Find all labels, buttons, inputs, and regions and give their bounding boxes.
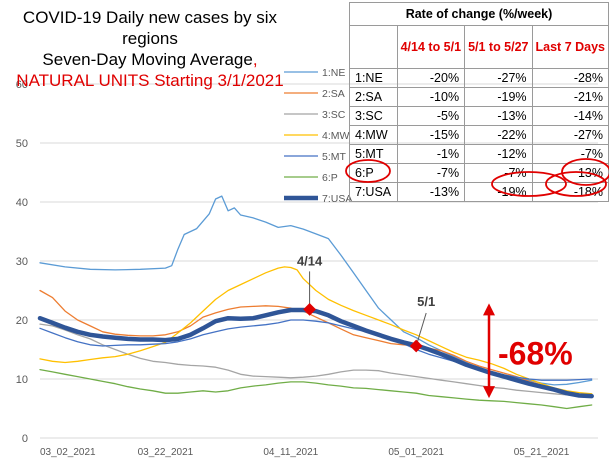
highlight-label: 5/1	[417, 294, 435, 309]
legend-entry: 6:P	[322, 172, 338, 184]
title-line-2: Seven-Day Moving Average,	[0, 49, 300, 70]
table-body: 1:NE -20% -27% -28% 2:SA -10% -19% -21% 3:SC -5% -…	[349, 68, 609, 202]
table-cell: -21%	[531, 87, 609, 107]
table-cell: -5%	[396, 106, 466, 126]
row-label: 7:USA	[349, 182, 398, 202]
table-cell: -14%	[531, 106, 609, 126]
y-tick-label: 20	[16, 315, 28, 327]
y-tick-label: 0	[22, 433, 28, 445]
legend-entry: 2:SA	[322, 88, 345, 100]
rate-of-change-table: Rate of change (%/week) 4/14 to 5/1 5/1 …	[349, 2, 609, 202]
table-row: 1:NE -20% -27% -28%	[349, 68, 609, 88]
table-cell: -12%	[464, 144, 533, 164]
range-arrow-head-up	[483, 303, 495, 316]
row-label: 2:SA	[349, 87, 398, 107]
table-cell: -28%	[531, 68, 609, 88]
table-row: 2:SA -10% -19% -21%	[349, 87, 609, 107]
title-line-2-text: Seven-Day Moving Average	[42, 50, 253, 69]
table-header-row: 4/14 to 5/1 5/1 to 5/27 Last 7 Days	[349, 25, 609, 69]
table-cell: -19%	[464, 87, 533, 107]
table-header: Last 7 Days	[531, 25, 609, 69]
table-cell: -20%	[396, 68, 466, 88]
legend-entry: 5:MT	[322, 151, 347, 163]
y-tick-label: 40	[16, 197, 28, 209]
table-row: 4:MW -15% -22% -27%	[349, 125, 609, 145]
x-tick-label: 05_01_2021	[388, 447, 444, 458]
legend-entry: 7:USA	[322, 193, 352, 205]
callout-line	[415, 312, 427, 347]
highlight-marker	[409, 339, 423, 353]
range-annotation-label: -68%	[498, 336, 573, 372]
table-cell: 13%	[531, 163, 609, 183]
title-line-2-comma: ,	[252, 50, 258, 69]
y-tick-label: 30	[16, 256, 28, 268]
table-row: 3:SC -5% -13% -14%	[349, 106, 609, 126]
series-line-p	[39, 368, 593, 410]
legend-entry: 3:SC	[322, 109, 346, 121]
table-cell: -18%	[531, 182, 609, 202]
series-line-mw	[39, 266, 593, 395]
table-cell: -7%	[464, 163, 533, 183]
highlight-label: 4/14	[297, 253, 323, 268]
legend-entry: 1:NE	[322, 67, 345, 79]
table-cell: -22%	[464, 125, 533, 145]
row-label: 1:NE	[349, 68, 398, 88]
x-tick-label: 05_21_2021	[514, 447, 570, 458]
y-tick-label: 50	[16, 138, 28, 150]
table-cell: -13%	[396, 182, 466, 202]
x-tick-label: 03_22_2021	[138, 447, 194, 458]
table-cell: -7%	[531, 144, 609, 164]
table-cell: -1%	[396, 144, 466, 164]
table-cell: -10%	[396, 87, 466, 107]
table-header: 4/14 to 5/1	[396, 25, 466, 69]
table-title: Rate of change (%/week)	[349, 2, 609, 26]
table-cell: -27%	[464, 68, 533, 88]
table-cell: -15%	[396, 125, 466, 145]
table-row: 7:USA -13% -19% -18%	[349, 182, 609, 202]
x-tick-label: 03_02_2021	[40, 447, 96, 458]
table-header-blank	[349, 25, 398, 69]
row-label: 6:P	[349, 163, 398, 183]
row-label: 4:MW	[349, 125, 398, 145]
legend-entry: 4:MW	[322, 130, 350, 142]
table-title-row: Rate of change (%/week)	[349, 2, 609, 26]
table-cell: -7%	[396, 163, 466, 183]
series-line-usa	[37, 307, 594, 399]
title-line-3: NATURAL UNITS Starting 3/1/2021	[16, 71, 284, 90]
x-tick-label: 04_11_2021	[263, 447, 318, 458]
table-row: 5:MT -1% -12% -7%	[349, 144, 609, 164]
row-label: 3:SC	[349, 106, 398, 126]
table-row: 6:P -7% -7% 13%	[349, 163, 609, 183]
table-cell: -13%	[464, 106, 533, 126]
chart-title: COVID-19 Daily new cases by six regions …	[0, 7, 300, 91]
y-tick-label: 10	[16, 374, 28, 386]
row-label: 5:MT	[349, 144, 398, 164]
y-tick-label: 60	[16, 79, 28, 91]
title-line-1: COVID-19 Daily new cases by six regions	[22, 8, 278, 48]
range-arrow-head-down	[483, 386, 495, 399]
table-header: 5/1 to 5/27	[464, 25, 533, 69]
table-cell: -19%	[464, 182, 533, 202]
table-cell: -27%	[531, 125, 609, 145]
series-line-sa	[39, 289, 593, 396]
series-line-sc	[39, 323, 593, 397]
highlight-marker	[303, 303, 316, 316]
